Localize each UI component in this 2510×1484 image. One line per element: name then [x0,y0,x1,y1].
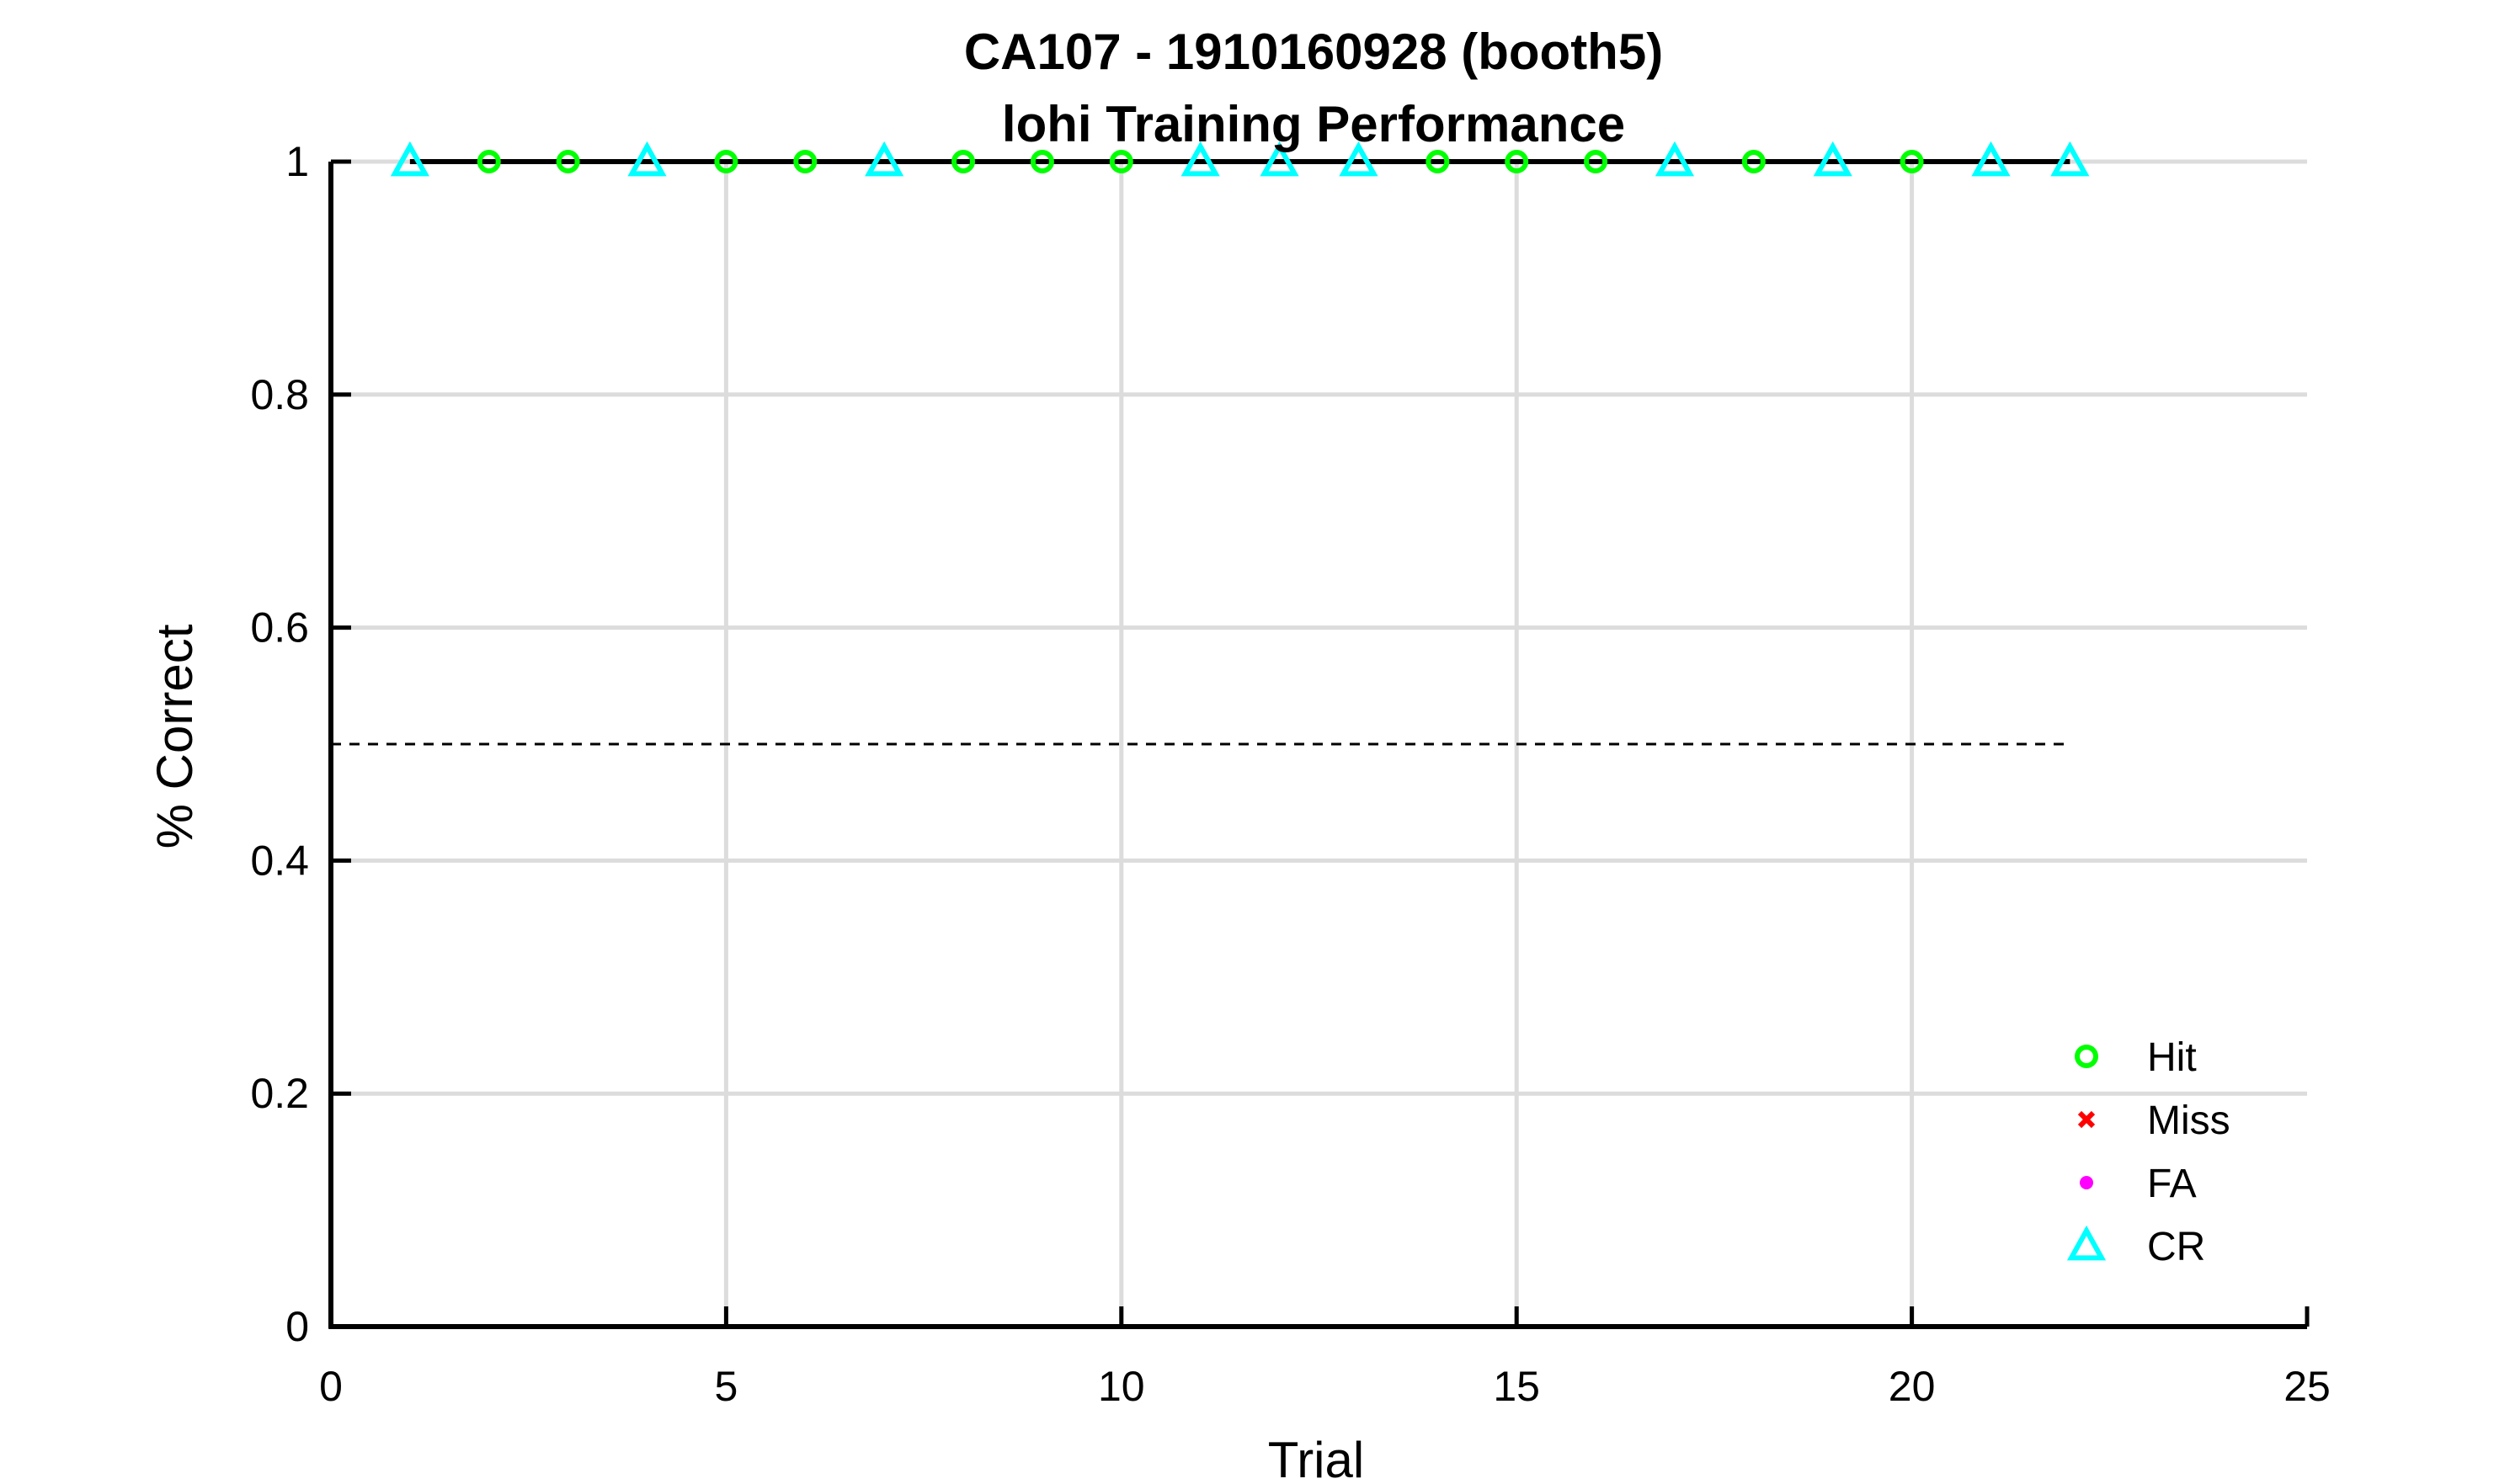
y-tick-label: 0.2 [250,1070,309,1117]
y-tick-label: 0.6 [250,604,309,652]
y-tick-label: 0.8 [250,371,309,418]
x-tick-label: 15 [1493,1363,1540,1410]
cr-marker [2050,141,2090,177]
hit-marker [1505,150,1529,173]
chart-subtitle: lohi Training Performance [1002,96,1625,152]
legend-cr-label: CR [2147,1225,2205,1269]
cr-marker [1971,141,2011,177]
y-tick-label: 1 [285,138,309,185]
hit-marker [1584,150,1608,173]
legend-hit-label: Hit [2147,1035,2197,1080]
legend-fa-marker [2080,1176,2093,1189]
y-tick-label: 0.4 [250,837,309,884]
x-tick-label: 25 [2284,1363,2331,1410]
y-tick-label: 0 [285,1303,309,1350]
cr-marker [1180,141,1220,177]
x-tick-label: 5 [714,1363,738,1410]
chart-title: CA107 - 1910160928 (booth5) [964,24,1663,80]
hit-marker [1109,150,1133,173]
cr-marker [1655,141,1695,177]
hit-marker [1741,150,1766,173]
axes [328,159,2310,1329]
hit-marker [556,150,580,173]
x-axis-label: Trial [1268,1432,1364,1484]
cr-marker [390,141,429,177]
hit-marker [1900,150,1924,173]
hit-marker [951,150,976,173]
x-tick-label: 10 [1098,1363,1145,1410]
tick-labels: 0 5 10 15 20 25 0 0.2 0.4 0.6 0.8 1 [250,138,2330,1410]
cr-marker [1260,141,1299,177]
cr-marker [1813,141,1852,177]
x-tick-label: 20 [1889,1363,1936,1410]
legend-miss-marker [2077,1110,2096,1129]
hit-marker [1426,150,1450,173]
legend-hit-marker [2075,1045,2098,1068]
data-markers [390,141,2090,177]
hit-marker [477,150,501,173]
cr-marker [865,141,904,177]
legend: Hit Miss FA CR [2066,1035,2230,1269]
cr-marker [1339,141,1378,177]
legend-fa-label: FA [2147,1162,2197,1206]
hit-marker [714,150,738,173]
hit-marker [793,150,818,173]
legend-cr-marker [2066,1225,2107,1261]
legend-miss-label: Miss [2147,1098,2230,1143]
y-axis-label: % Correct [147,624,203,848]
hit-marker [1030,150,1054,173]
x-tick-label: 0 [319,1363,343,1410]
cr-marker [627,141,667,177]
